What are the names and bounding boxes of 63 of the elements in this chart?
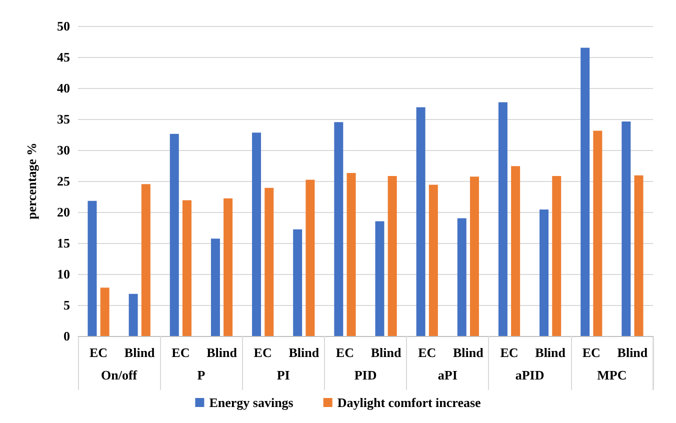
text: PID (354, 368, 377, 382)
bar (252, 132, 262, 336)
bar (540, 210, 549, 336)
x-tick-label: Blind (206, 345, 238, 360)
bar (580, 48, 590, 336)
x-tick-label: Blind (124, 345, 156, 360)
y-tick-label: 40 (57, 80, 70, 96)
x-tick-label: Blind (535, 345, 566, 360)
x-tick-label: Blind (288, 345, 320, 360)
text: P (197, 368, 206, 382)
bar (552, 176, 562, 336)
bar (306, 180, 315, 336)
y-tick-label: 50 (57, 18, 70, 34)
y-tick-label: 20 (57, 204, 70, 220)
y-tick-label: 45 (57, 50, 70, 64)
text: On/off (101, 368, 138, 382)
bar (622, 121, 631, 336)
y-tick-label: 30 (57, 142, 70, 158)
x-tick-label: Blind (617, 345, 648, 360)
bar (498, 102, 508, 336)
bar (470, 176, 479, 336)
legend-label: Energy savings (209, 395, 294, 410)
y-tick-label: 0 (64, 328, 70, 344)
x-tick-label: EC (418, 345, 436, 360)
bar (593, 130, 602, 336)
bar (224, 198, 233, 336)
bar (100, 288, 110, 336)
bar (511, 166, 520, 336)
y-axis-title: percentage % (24, 142, 39, 220)
y-tick-label: 35 (57, 112, 70, 126)
bar (334, 122, 344, 336)
bar (182, 200, 192, 336)
bar (128, 294, 138, 336)
bar (346, 172, 356, 336)
bar (375, 221, 384, 336)
y-tick-label: 25 (57, 174, 70, 188)
legend-label: Daylight comfort increase (337, 395, 482, 410)
bar (141, 184, 150, 336)
x-tick-label: EC (500, 345, 518, 360)
bar (388, 176, 397, 336)
text: aPI (438, 368, 458, 382)
y-tick-label: 15 (57, 236, 70, 250)
y-tick-label: 5 (64, 298, 70, 312)
y-tick-label: 10 (57, 266, 70, 282)
x-tick-label: EC (336, 345, 354, 360)
bar (264, 188, 274, 336)
bar (170, 134, 179, 336)
bar (293, 229, 302, 336)
x-tick-label: EC (254, 345, 272, 360)
bar (88, 200, 97, 336)
bar (428, 184, 438, 336)
text: PI (276, 368, 290, 382)
text: aPID (515, 368, 544, 382)
x-tick-label: EC (172, 345, 190, 360)
bar (457, 218, 466, 336)
x-tick-label: EC (90, 345, 108, 360)
x-tick-label: Blind (370, 345, 402, 360)
bar (634, 175, 644, 336)
text: MPC (597, 368, 627, 382)
x-tick-label: Blind (453, 345, 484, 360)
x-tick-label: EC (582, 345, 600, 360)
bar (416, 107, 426, 336)
bar (210, 238, 220, 336)
